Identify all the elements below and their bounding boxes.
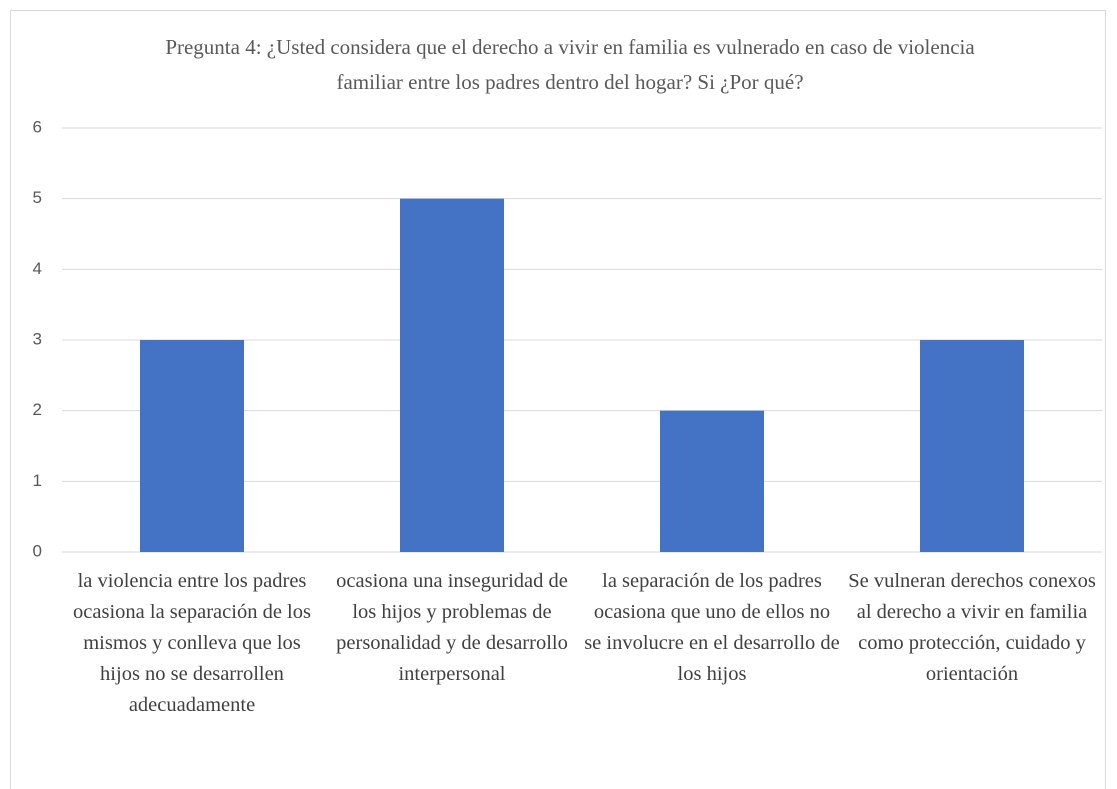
y-tick-label: 1: [33, 471, 42, 490]
chart-border: [10, 10, 1106, 789]
y-tick-label: 3: [33, 329, 42, 348]
y-tick-label: 4: [33, 259, 42, 278]
x-tick-label: la separación de los padres ocasiona que…: [584, 570, 840, 685]
y-tick-label: 0: [33, 541, 42, 560]
x-tick-label: ocasiona una inseguridad de los hijos y …: [336, 570, 568, 685]
y-tick-label: 2: [33, 400, 42, 419]
x-tick-label: Se vulneran derechos conexos al derecho …: [848, 570, 1096, 685]
x-tick-label: la violencia entre los padres ocasiona l…: [73, 570, 311, 716]
y-tick-label: 6: [33, 117, 42, 136]
bar: [400, 198, 504, 552]
bar: [920, 340, 1024, 552]
y-tick-label: 5: [33, 188, 42, 207]
chart-title: Pregunta 4: ¿Usted considera que el dere…: [165, 35, 975, 94]
bar: [660, 410, 764, 552]
bar: [140, 340, 244, 552]
